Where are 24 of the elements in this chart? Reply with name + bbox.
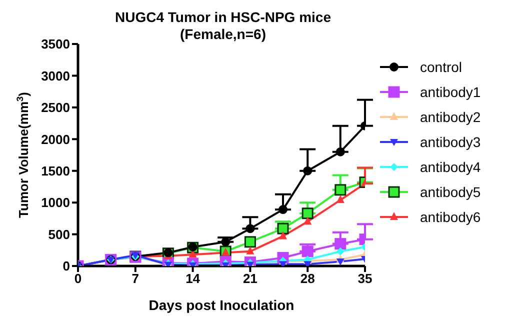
y-tick-label: 2000 [41,132,70,147]
legend-label: antibody6 [420,208,481,224]
legend-label: antibody3 [420,134,481,150]
y-tick-label: 3500 [41,36,70,52]
y-tick-label: 1000 [41,195,70,210]
y-tick-label: 0 [62,258,70,274]
x-tick-label: 28 [300,271,315,286]
legend-label: antibody5 [420,184,481,200]
y-tick-label: 2500 [41,100,70,116]
x-tick-label: 7 [132,271,140,286]
x-tick-label: 21 [242,271,258,286]
legend-label: control [420,58,462,74]
y-tick-label: 1500 [41,163,70,178]
legend-label: antibody1 [420,84,481,100]
y-tick-label: 500 [48,226,70,242]
legend-label: antibody2 [420,108,481,124]
chart-subtitle: (Female,n=6) [180,26,266,42]
x-axis-title: Days post Inoculation [148,297,294,313]
x-tick-label: 35 [358,271,372,286]
x-tick-label: 14 [186,271,201,286]
x-tick-label: 0 [74,271,82,286]
y-tick-label: 3000 [41,68,70,84]
chart-title: NUGC4 Tumor in HSC-NPG mice [115,9,332,25]
legend-label: antibody4 [420,158,481,174]
